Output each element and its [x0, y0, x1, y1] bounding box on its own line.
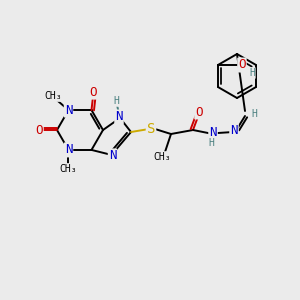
- Text: H: H: [249, 68, 255, 78]
- Text: N: N: [209, 125, 217, 139]
- Text: CH₃: CH₃: [153, 152, 171, 162]
- Text: S: S: [147, 122, 155, 136]
- Text: N: N: [109, 149, 116, 162]
- Text: H: H: [113, 96, 119, 106]
- Text: O: O: [195, 106, 203, 118]
- Text: N: N: [65, 143, 72, 156]
- Text: O: O: [35, 124, 43, 136]
- Text: N: N: [115, 110, 123, 124]
- Text: CH₃: CH₃: [60, 164, 77, 174]
- Text: O: O: [90, 85, 97, 99]
- Text: N: N: [230, 124, 238, 137]
- Text: H: H: [208, 138, 214, 148]
- Text: CH₃: CH₃: [45, 91, 62, 101]
- Text: O: O: [238, 58, 246, 71]
- Text: H: H: [251, 109, 257, 119]
- Text: N: N: [65, 103, 72, 117]
